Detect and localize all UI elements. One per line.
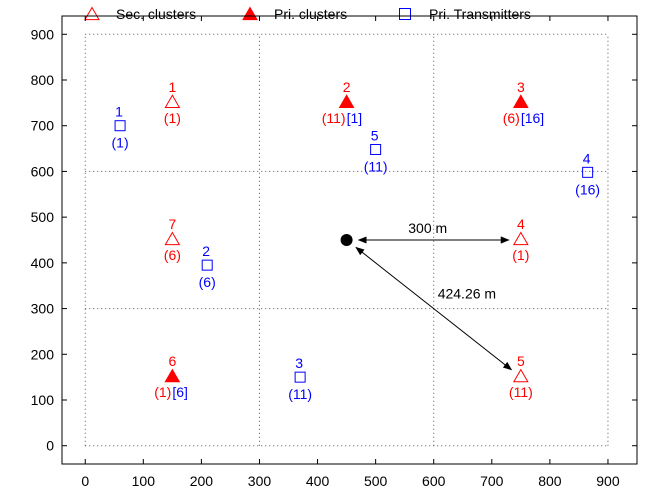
y-tick-label-1: 100: [31, 392, 55, 408]
x-tick-label-1: 100: [132, 473, 156, 489]
y-tick-label-4: 400: [31, 255, 55, 271]
transmitter-id-label-5: 5: [371, 127, 379, 143]
plot-frame: [61, 15, 638, 465]
grid: [84, 33, 609, 447]
transmitter-assoc-label-3: (11): [288, 386, 312, 402]
axes: 0 100 200 300 400 500 600 700 800 900 0 100 200 300 40…: [31, 16, 637, 489]
y-tick-label-6: 600: [31, 163, 55, 179]
transmitter-assoc-label-5: (11): [364, 158, 388, 174]
cluster-assoc-label-7: (6): [164, 247, 181, 263]
cluster-marker-6: [164, 368, 181, 383]
transmitter-marker-4: [582, 166, 594, 178]
legend-label-2: Pri. Transmitters: [429, 6, 531, 22]
legend-label-0: Sec. clusters: [116, 6, 196, 22]
cluster-assoc-label-5: (11): [509, 384, 533, 400]
transmitter-marker-2: [201, 259, 213, 271]
legend: Sec. clusters Pri. clusters Pri. Transmitt…: [84, 6, 531, 22]
cluster-id-label-1: 1: [168, 79, 176, 95]
cluster-assoc-label-4: (1): [512, 247, 529, 263]
cluster-marker-3: [512, 94, 529, 108]
cluster-marker-4: [512, 231, 529, 246]
cluster-id-label-2: 2: [343, 79, 351, 95]
x-tick-label-6: 600: [422, 473, 446, 489]
marks: 1(1)2(11) [1]3(6) [16]4(1)5(11)6(1) [6]7(6)…: [112, 79, 601, 402]
legend-marker-2: [399, 8, 411, 20]
cluster-id-label-7: 7: [168, 216, 176, 232]
cluster-id-label-5: 5: [517, 353, 525, 369]
legend-label-1: Pri. clusters: [274, 6, 347, 22]
x-tick-label-8: 800: [538, 473, 562, 489]
legend-marker-0: [84, 6, 100, 21]
transmitter-id-label-1: 1: [115, 104, 123, 120]
y-tick-label-8: 800: [31, 72, 55, 88]
x-tick-label-3: 300: [248, 473, 272, 489]
cluster-tx-label-2: [1]: [347, 110, 363, 126]
y-tick-label-7: 700: [31, 118, 55, 134]
transmitter-assoc-label-1: (1): [112, 135, 129, 151]
transmitter-marker-5: [370, 143, 382, 155]
cluster-assoc-label-2: (11): [322, 110, 346, 126]
center-point: [340, 234, 353, 246]
cluster-tx-label-3: [16]: [521, 110, 544, 126]
y-tick-label-9: 900: [31, 26, 55, 42]
transmitter-id-label-3: 3: [295, 355, 303, 371]
cluster-tx-label-6: [6]: [172, 384, 188, 400]
cluster-assoc-label-1: (1): [164, 110, 181, 126]
cluster-marker-1: [164, 94, 181, 108]
cluster-marker-5: [512, 368, 529, 383]
transmitter-assoc-label-4: (16): [575, 181, 600, 197]
cluster-marker-7: [164, 231, 181, 246]
legend-marker-1: [242, 6, 258, 21]
transmitter-id-label-2: 2: [202, 243, 210, 259]
annotation-arrow-1: [355, 246, 513, 371]
cluster-assoc-label-6: (1): [154, 384, 171, 400]
y-tick-label-0: 0: [46, 438, 54, 454]
y-tick-label-5: 500: [31, 209, 55, 225]
x-tick-label-7: 700: [480, 473, 504, 489]
cluster-assoc-label-3: (6): [503, 110, 520, 126]
x-tick-label-0: 0: [81, 473, 89, 489]
annotation-label-0: 300 m: [408, 220, 447, 236]
x-tick-label-5: 500: [364, 473, 388, 489]
cluster-id-label-4: 4: [517, 216, 525, 232]
cluster-marker-2: [338, 94, 355, 108]
y-tick-label-2: 200: [31, 346, 55, 362]
annotations: 300 m 424.26 m: [355, 220, 513, 371]
transmitter-assoc-label-2: (6): [199, 274, 216, 290]
annotation-label-1: 424.26 m: [438, 286, 496, 302]
cluster-id-label-3: 3: [517, 79, 525, 95]
x-tick-label-4: 400: [306, 473, 330, 489]
cluster-id-label-6: 6: [168, 353, 176, 369]
x-tick-label-2: 200: [190, 473, 214, 489]
y-tick-label-3: 300: [31, 301, 55, 317]
transmitter-marker-3: [294, 371, 306, 383]
x-tick-label-9: 900: [596, 473, 620, 489]
transmitter-marker-1: [114, 120, 126, 132]
transmitter-id-label-4: 4: [583, 150, 591, 166]
